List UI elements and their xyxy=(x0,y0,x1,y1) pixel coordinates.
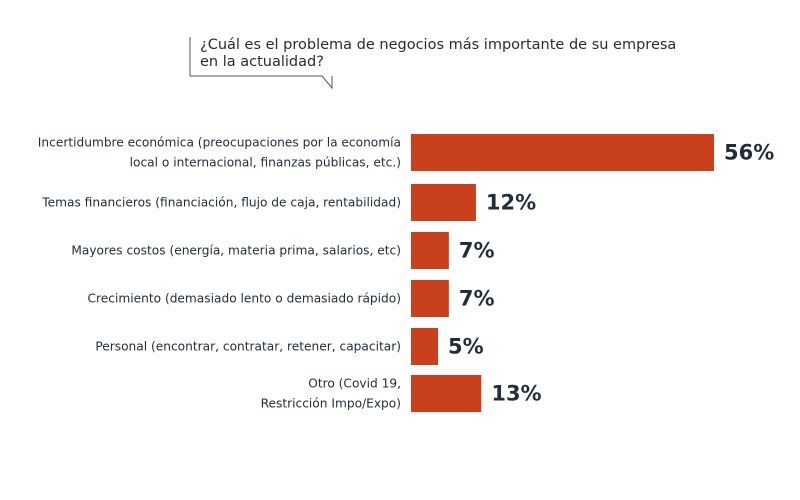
chart-title-line-1: ¿Cuál es el problema de negocios más imp… xyxy=(200,37,676,53)
bar-row-6: 13% Otro (Covid 19, Restricción Impo/Expo) xyxy=(261,375,542,412)
bars: 56% Incertidumbre económica (preocupacion… xyxy=(38,134,774,412)
category-label-4-line-1: Crecimiento (demasiado lento o demasiado… xyxy=(88,292,401,306)
bar-3 xyxy=(411,232,449,269)
bar-6 xyxy=(411,375,482,412)
value-label-3: 7% xyxy=(459,239,495,263)
category-label-2-line-1: Temas financieros (financiación, flujo d… xyxy=(41,196,401,210)
bar-row-3: 7% Mayores costos (energía, materia prima… xyxy=(71,232,495,269)
category-label-6-line-2: Restricción Impo/Expo) xyxy=(261,397,401,411)
value-label-5: 5% xyxy=(448,335,484,359)
value-label-6: 13% xyxy=(491,382,541,406)
category-label-5-line-1: Personal (encontrar, contratar, retener,… xyxy=(95,340,401,354)
question-callout: ¿Cuál es el problema de negocios más imp… xyxy=(189,37,676,90)
bar-row-2: 12% Temas financieros (financiación, fluj… xyxy=(41,184,536,221)
chart-title-line-2: en la actualidad? xyxy=(200,54,324,70)
bar-5 xyxy=(411,328,439,365)
category-label-1-line-2: local o internacional, finanzas públicas… xyxy=(130,156,401,170)
category-label-1-line-1: Incertidumbre económica (preocupaciones … xyxy=(38,136,401,150)
bar-4 xyxy=(411,280,449,317)
bar-row-1: 56% Incertidumbre económica (preocupacion… xyxy=(38,134,774,171)
value-label-1: 56% xyxy=(724,141,774,165)
bar-2 xyxy=(411,184,476,221)
bar-row-4: 7% Crecimiento (demasiado lento o demasia… xyxy=(88,280,495,317)
bar-1 xyxy=(411,134,714,171)
category-label-6-line-1: Otro (Covid 19, xyxy=(308,377,401,391)
value-label-4: 7% xyxy=(459,287,495,311)
callout-border xyxy=(189,37,333,90)
bar-row-5: 5% Personal (encontrar, contratar, retene… xyxy=(95,328,484,365)
value-label-2: 12% xyxy=(486,191,536,215)
category-label-3-line-1: Mayores costos (energía, materia prima, … xyxy=(71,244,401,258)
